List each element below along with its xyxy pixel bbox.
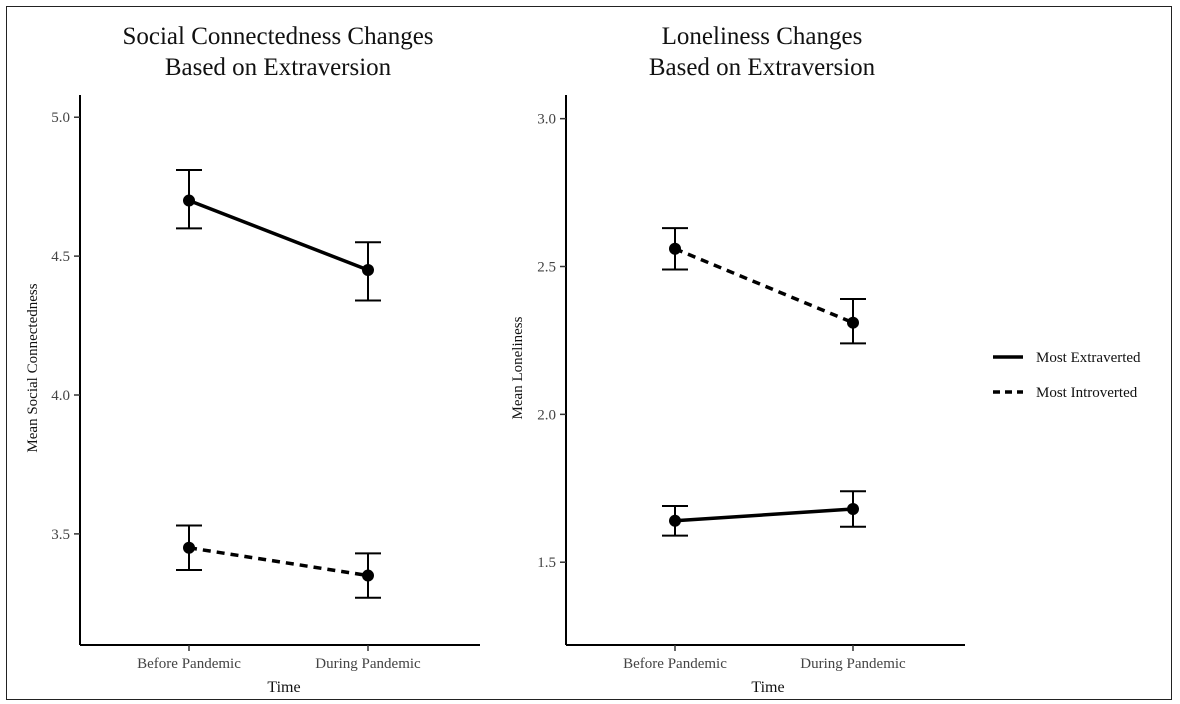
data-point <box>362 264 374 276</box>
legend-label-introverted: Most Introverted <box>1036 385 1138 401</box>
data-point <box>847 316 859 329</box>
chart-axes: 1.5 2.0 2.5 3.0 Before Pandemic During Pandem… <box>537 95 965 672</box>
data-point <box>183 541 195 554</box>
chart-title-line1: Social Connectedness Changes <box>122 23 433 50</box>
series-line <box>188 198 369 272</box>
x-tick-label: Before Pandemic <box>137 656 241 672</box>
data-point <box>847 502 859 515</box>
chart-panel-social: Social Connectedness Changes Based on Ex… <box>25 23 480 696</box>
y-tick-label: 2.5 <box>537 260 556 276</box>
y-axis-label: Mean Social Connectedness <box>25 283 41 452</box>
x-tick-label: Before Pandemic <box>623 656 727 672</box>
series-line <box>188 546 369 578</box>
x-axis-label: Time <box>751 679 784 696</box>
data-point <box>362 569 374 582</box>
data-point <box>183 194 195 207</box>
chart-legend: Most Extraverted Most Introverted <box>993 350 1141 401</box>
series-line <box>674 247 854 325</box>
chart-axes: 3.5 4.0 4.5 5.0 Before Pandemic During Pandem… <box>51 95 480 672</box>
data-point <box>669 514 681 527</box>
x-tick-label: During Pandemic <box>315 656 421 672</box>
y-tick-label: 5.0 <box>51 110 70 126</box>
y-tick-label: 4.0 <box>51 388 70 404</box>
y-tick-label: 3.5 <box>51 527 70 543</box>
x-axis-label: Time <box>267 679 300 696</box>
data-point <box>669 242 681 255</box>
chart-title-line1: Loneliness Changes <box>662 23 863 50</box>
y-tick-label: 2.0 <box>537 407 556 423</box>
figure-frame <box>6 6 1172 700</box>
chart-title-line2: Based on Extraversion <box>165 54 392 81</box>
y-tick-label: 1.5 <box>537 555 556 571</box>
legend-label-extraverted: Most Extraverted <box>1036 350 1141 366</box>
x-tick-label: During Pandemic <box>800 656 906 672</box>
y-tick-label: 3.0 <box>537 112 556 128</box>
chart-panel-loneliness: Loneliness Changes Based on Extraversion… <box>510 23 965 696</box>
chart-title-line2: Based on Extraversion <box>649 54 876 81</box>
y-axis-label: Mean Loneliness <box>510 316 526 419</box>
series-line <box>674 507 854 523</box>
y-tick-label: 4.5 <box>51 249 70 265</box>
